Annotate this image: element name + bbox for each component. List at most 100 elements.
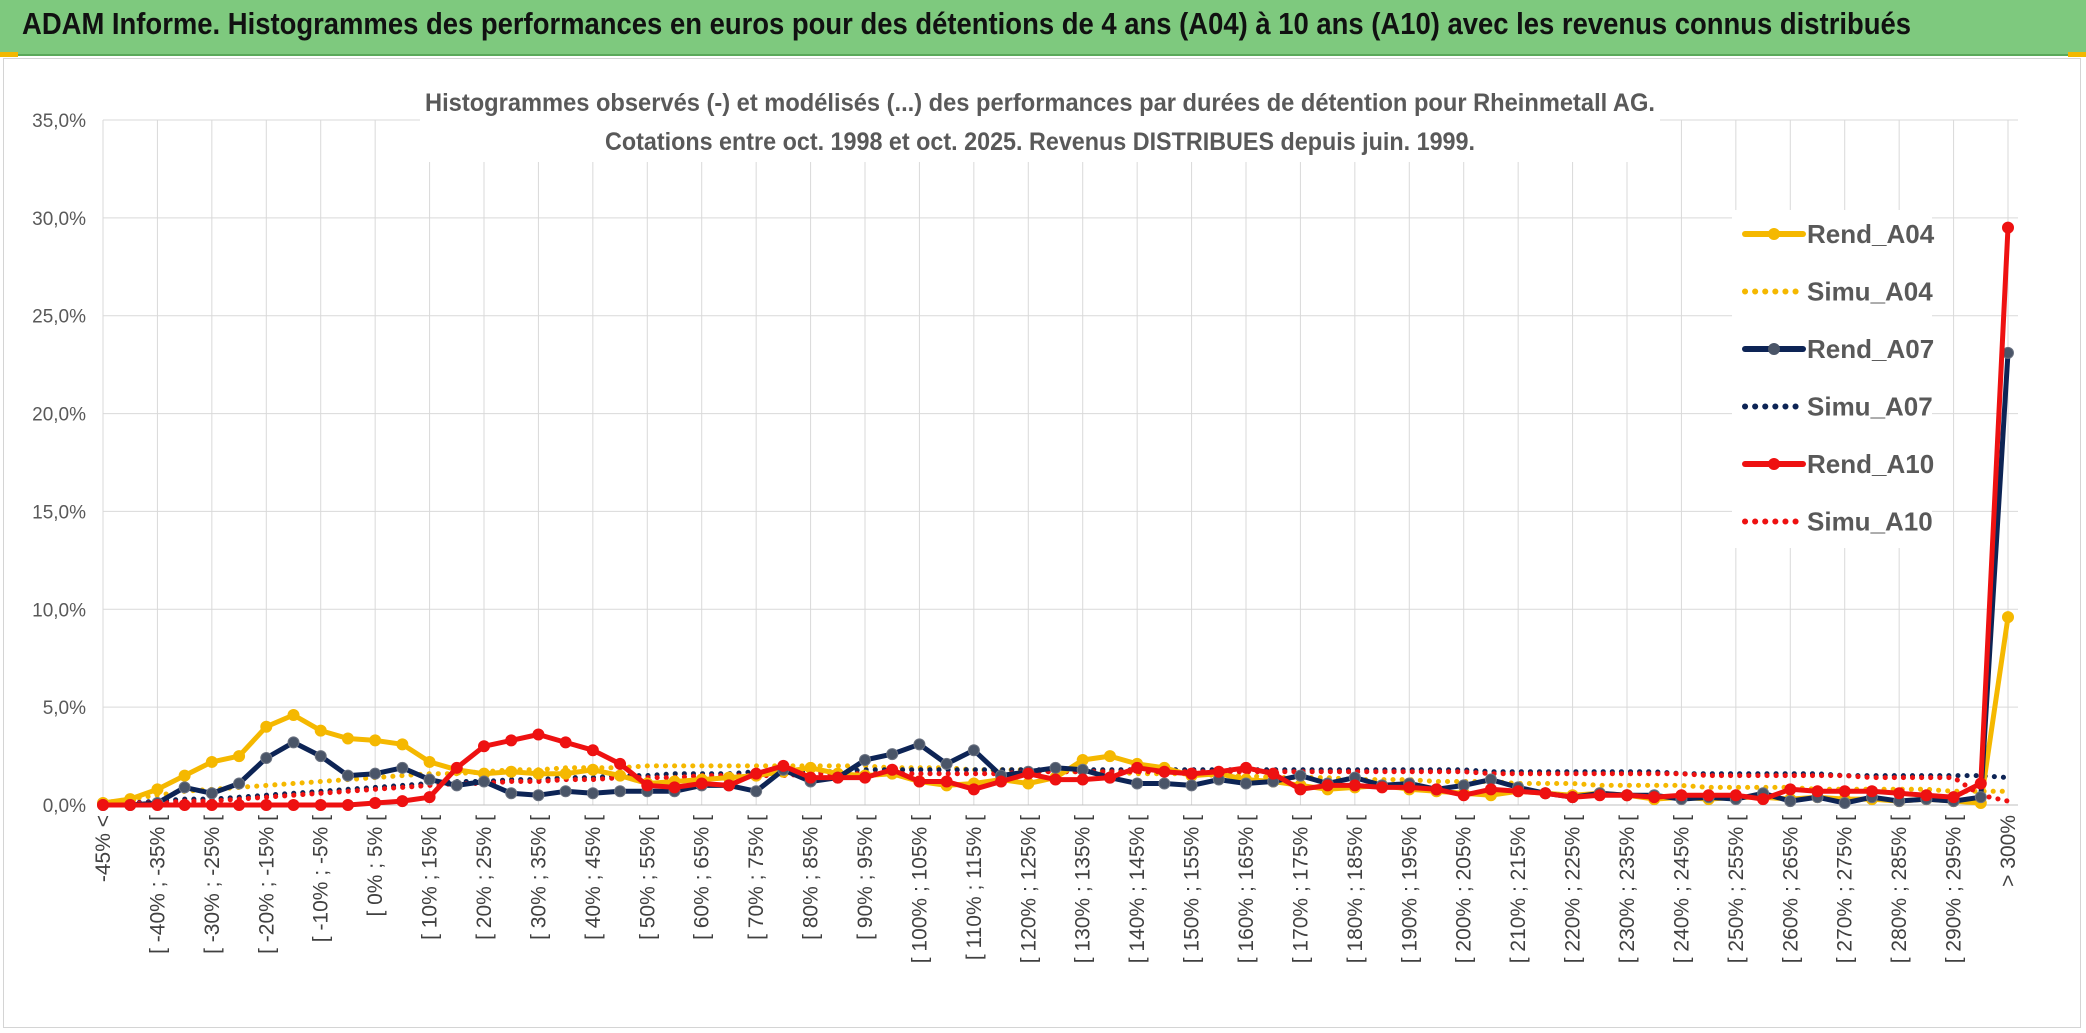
x-tick-label: [ 250% ; 255% [ bbox=[1725, 815, 1748, 963]
data-point bbox=[233, 750, 246, 763]
data-point bbox=[151, 783, 164, 796]
report-title: ADAM Informe. Histogrammes des performan… bbox=[22, 6, 1912, 41]
data-point bbox=[341, 769, 354, 782]
legend-label: Rend_A04 bbox=[1807, 219, 1935, 249]
chart-frame bbox=[3, 58, 2081, 1028]
data-point bbox=[1430, 783, 1443, 796]
data-point bbox=[1185, 779, 1198, 792]
data-point bbox=[1838, 785, 1851, 798]
legend-label: Rend_A07 bbox=[1807, 334, 1934, 364]
legend-marker bbox=[1768, 343, 1780, 355]
data-point bbox=[1838, 797, 1851, 810]
data-point bbox=[1076, 773, 1089, 786]
legend-label: Simu_A10 bbox=[1807, 507, 1933, 537]
x-tick-label: [ 50% ; 55% [ bbox=[636, 815, 659, 940]
data-point bbox=[478, 775, 490, 788]
x-tick-label: [ 220% ; 225% [ bbox=[1562, 815, 1585, 963]
data-point bbox=[913, 775, 926, 788]
y-tick-label: 25,0% bbox=[32, 307, 86, 328]
data-point bbox=[205, 787, 218, 800]
data-point bbox=[859, 753, 871, 766]
legend-marker bbox=[1768, 458, 1780, 470]
x-tick-label: [ 230% ; 235% [ bbox=[1616, 815, 1639, 963]
x-tick-label: -45% < bbox=[92, 815, 115, 882]
legend-background bbox=[1732, 210, 1932, 548]
data-point bbox=[532, 767, 545, 780]
data-point bbox=[1566, 791, 1579, 804]
data-point bbox=[641, 779, 654, 792]
data-point bbox=[260, 752, 273, 765]
data-point bbox=[1865, 785, 1878, 798]
x-tick-label: [ 110% ; 115% [ bbox=[963, 815, 986, 960]
data-point bbox=[178, 781, 191, 794]
data-point bbox=[668, 781, 681, 794]
data-point bbox=[233, 777, 246, 790]
data-point bbox=[287, 799, 300, 811]
x-tick-label: [ 0% ; 5% [ bbox=[364, 815, 387, 917]
data-point bbox=[1784, 795, 1797, 808]
data-point bbox=[1974, 777, 1987, 790]
data-point bbox=[423, 755, 436, 768]
data-point bbox=[532, 789, 545, 802]
series-lines bbox=[97, 221, 2014, 811]
x-tick-label: [ 190% ; 195% [ bbox=[1398, 815, 1421, 963]
data-point bbox=[1512, 785, 1525, 798]
data-point bbox=[233, 799, 246, 811]
data-point bbox=[722, 779, 735, 792]
data-point bbox=[886, 748, 899, 761]
data-point bbox=[505, 734, 518, 747]
data-point bbox=[1648, 791, 1661, 804]
data-point bbox=[1294, 783, 1307, 796]
data-point bbox=[750, 785, 763, 798]
chart-subtitle: Cotations entre oct. 1998 et oct. 2025. … bbox=[605, 128, 1475, 156]
legend-label: Simu_A04 bbox=[1807, 277, 1933, 307]
x-tick-label: [ 240% ; 245% [ bbox=[1670, 815, 1693, 963]
data-point bbox=[586, 763, 599, 776]
x-tick-label: [ 20% ; 25% [ bbox=[473, 815, 496, 940]
x-tick-label: [ 80% ; 85% [ bbox=[800, 815, 823, 940]
data-point bbox=[1621, 789, 1633, 802]
data-point bbox=[314, 799, 327, 811]
data-point bbox=[1131, 761, 1144, 774]
x-tick-label: [ 130% ; 135% [ bbox=[1072, 815, 1095, 963]
data-point bbox=[369, 767, 382, 780]
y-tick-label: 30,0% bbox=[32, 209, 86, 230]
corner-accent-right bbox=[2068, 52, 2086, 57]
data-point bbox=[260, 799, 273, 811]
data-point bbox=[1240, 761, 1252, 774]
data-point bbox=[1974, 791, 1987, 804]
data-point bbox=[369, 797, 382, 810]
data-point bbox=[614, 769, 627, 782]
data-point bbox=[1920, 789, 1933, 802]
x-tick-label: [ 280% ; 285% [ bbox=[1888, 815, 1911, 963]
data-point bbox=[1947, 791, 1960, 804]
x-tick-label: [ -30% ; -25% [ bbox=[201, 815, 224, 954]
data-point bbox=[559, 767, 572, 780]
data-point bbox=[1131, 777, 1144, 790]
legend-marker bbox=[1768, 228, 1780, 240]
data-point bbox=[1376, 781, 1389, 794]
data-point bbox=[396, 795, 409, 808]
data-point bbox=[886, 763, 899, 776]
data-point bbox=[831, 771, 844, 784]
data-point bbox=[1457, 789, 1470, 802]
y-tick-label: 20,0% bbox=[32, 405, 86, 426]
y-tick-label: 35,0% bbox=[32, 111, 86, 132]
x-tick-label: [ -10% ; -5% [ bbox=[310, 815, 333, 942]
data-point bbox=[940, 757, 953, 770]
data-point bbox=[423, 791, 436, 804]
x-tick-label: [ 90% ; 95% [ bbox=[854, 815, 877, 940]
data-point bbox=[1294, 769, 1307, 782]
y-tick-label: 5,0% bbox=[43, 698, 86, 719]
data-point bbox=[505, 765, 518, 778]
series-line-rend-a07 bbox=[100, 350, 2011, 808]
data-point bbox=[341, 799, 354, 811]
gridlines bbox=[102, 119, 2018, 806]
data-point bbox=[314, 724, 327, 737]
data-point bbox=[314, 750, 327, 763]
data-point bbox=[614, 757, 627, 770]
data-point bbox=[586, 744, 599, 757]
data-point bbox=[1158, 777, 1171, 790]
x-tick-label: [ 60% ; 65% [ bbox=[691, 815, 714, 940]
